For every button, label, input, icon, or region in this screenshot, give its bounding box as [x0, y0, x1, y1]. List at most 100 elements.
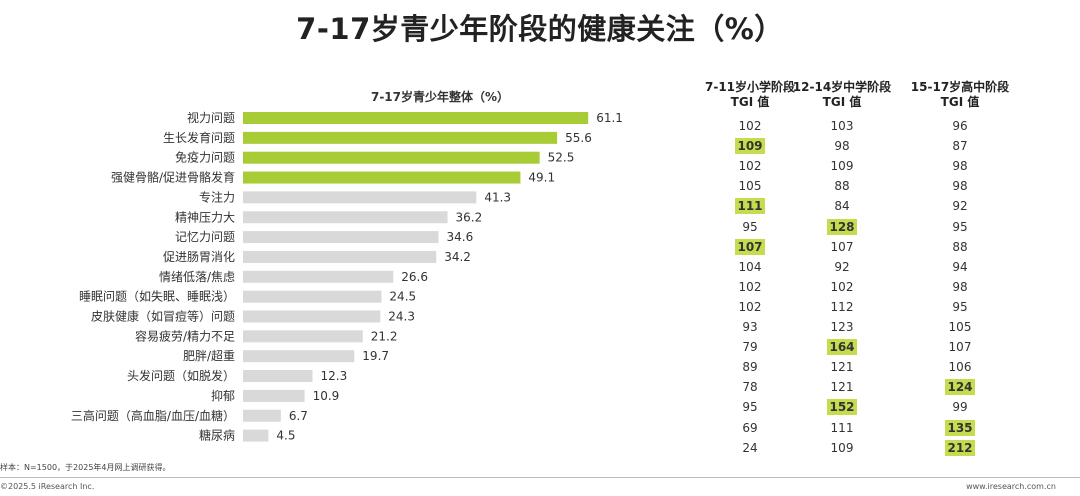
bar	[243, 112, 589, 124]
tgi-cell: 106	[948, 360, 972, 375]
tgi-highlight-value: 107	[735, 238, 765, 255]
tgi-cell: 102	[738, 279, 762, 294]
tgi-highlight-value: 164	[827, 339, 857, 356]
bar	[243, 131, 558, 144]
bar	[243, 409, 281, 422]
tgi-cell: 112	[830, 299, 854, 314]
tgi-cell: 105	[948, 320, 972, 334]
bar	[243, 310, 381, 323]
tgi-header-line: TGI 值	[940, 95, 980, 109]
tgi-cell: 121	[830, 380, 854, 395]
tgi-cell: 212	[930, 439, 990, 456]
bar-value-label: 49.1	[528, 171, 555, 185]
tgi-cell: 121	[830, 360, 854, 375]
tgi-cell: 92	[952, 199, 968, 214]
bar	[243, 171, 521, 184]
bar	[243, 250, 437, 263]
footer-website: www.iresearch.com.cn	[966, 482, 1056, 491]
tgi-highlight-value: 128	[827, 218, 857, 235]
bar-value-label: 26.6	[401, 270, 428, 284]
category-label: 睡眠问题（如失眠、睡眠浅）	[79, 289, 235, 304]
category-label: 糖尿病	[199, 428, 235, 443]
tgi-cell: 102	[830, 279, 854, 294]
tgi-cell: 98	[952, 159, 968, 174]
bar-value-label: 4.5	[276, 429, 295, 443]
category-label: 头发问题（如脱发）	[127, 368, 235, 383]
tgi-cell: 87	[952, 139, 968, 154]
tgi-header-line: TGI 值	[730, 95, 770, 109]
category-label: 情绪低落/焦虑	[159, 270, 235, 284]
bar-value-label: 19.7	[362, 349, 389, 363]
bar	[243, 370, 313, 383]
tgi-highlight-value: 124	[945, 379, 975, 396]
bar	[243, 389, 305, 402]
bar-value-label: 10.9	[313, 389, 340, 403]
tgi-cell: 105	[738, 179, 762, 194]
bar-value-label: 34.6	[446, 230, 473, 244]
tgi-cell: 102	[738, 119, 762, 133]
tgi-cell: 92	[834, 259, 850, 274]
tgi-cell: 109	[720, 138, 780, 155]
category-label: 容易疲劳/精力不足	[135, 328, 235, 343]
bar	[243, 429, 269, 442]
tgi-cell: 109	[830, 440, 854, 455]
category-label: 抑郁	[211, 388, 235, 403]
bar-value-label: 55.6	[565, 131, 592, 145]
tgi-cell: 135	[930, 419, 990, 436]
category-label: 促进肠胃消化	[163, 250, 235, 264]
tgi-cell: 95	[742, 400, 758, 415]
bar	[243, 330, 363, 343]
category-label: 皮肤健康（如冒痘等）问题	[91, 309, 235, 324]
bar	[243, 231, 439, 244]
tgi-cell: 78	[742, 380, 758, 395]
tgi-cell: 24	[742, 440, 758, 455]
bar-value-label: 21.2	[371, 329, 398, 343]
tgi-cell: 103	[830, 119, 854, 133]
tgi-cell: 95	[742, 219, 758, 234]
tgi-cell: 111	[720, 198, 780, 215]
page-title: 7-17岁青少年阶段的健康关注（%）	[296, 12, 784, 46]
bar-value-label: 24.5	[389, 290, 416, 304]
category-label: 三高问题（高血脂/血压/血糖）	[71, 408, 235, 423]
bar-chart: 视力问题 61.1 生长发育问题 55.6 免疫力问题 52.5 强健骨骼/促进骨骼发育 49…	[71, 110, 623, 443]
bar-value-label: 36.2	[456, 210, 483, 224]
tgi-cell: 88	[834, 179, 850, 194]
bar-value-label: 52.5	[548, 151, 575, 165]
bar	[243, 290, 382, 303]
tgi-cell: 152	[812, 399, 872, 416]
tgi-header-line: 12-14岁中学阶段	[792, 80, 892, 94]
tgi-cell: 107	[830, 239, 854, 254]
tgi-cell: 99	[952, 400, 968, 415]
category-label: 肥胖/超重	[183, 348, 235, 363]
chart-subtitle: 7-17岁青少年整体（%）	[370, 90, 510, 104]
tgi-cell: 69	[742, 420, 758, 435]
tgi-cell: 123	[830, 320, 854, 334]
tgi-cell: 88	[952, 239, 968, 254]
tgi-cell: 98	[952, 179, 968, 194]
tgi-highlight-value: 152	[827, 399, 857, 416]
tgi-cell: 96	[952, 119, 968, 133]
bar-value-label: 34.2	[444, 250, 471, 264]
tgi-cell: 124	[930, 379, 990, 396]
tgi-cell: 94	[952, 259, 968, 274]
category-label: 生长发育问题	[163, 130, 235, 145]
tgi-cell: 98	[834, 139, 850, 154]
bar-value-label: 24.3	[388, 310, 415, 324]
tgi-cell: 111	[830, 420, 854, 435]
tgi-column-header: 12-14岁中学阶段 TGI 值	[787, 80, 897, 110]
category-label: 记忆力问题	[175, 230, 235, 244]
bar	[243, 211, 448, 224]
tgi-cell: 95	[952, 299, 968, 314]
category-label: 强健骨骼/促进骨骼发育	[111, 170, 235, 185]
tgi-cell: 107	[948, 340, 972, 355]
tgi-cell: 98	[952, 279, 968, 294]
tgi-header-line: 7-11岁小学阶段	[704, 80, 796, 94]
sample-note: 样本：N=1500，于2025年4月网上调研获得。	[0, 463, 171, 472]
tgi-cell: 79	[742, 340, 758, 355]
footer-divider	[0, 477, 1080, 478]
tgi-header-line: TGI 值	[822, 95, 862, 109]
bar	[243, 350, 355, 363]
tgi-cell: 104	[738, 259, 762, 274]
tgi-cell: 95	[952, 219, 968, 234]
footer-copyright: ©2025.5 iResearch Inc.	[0, 482, 95, 491]
